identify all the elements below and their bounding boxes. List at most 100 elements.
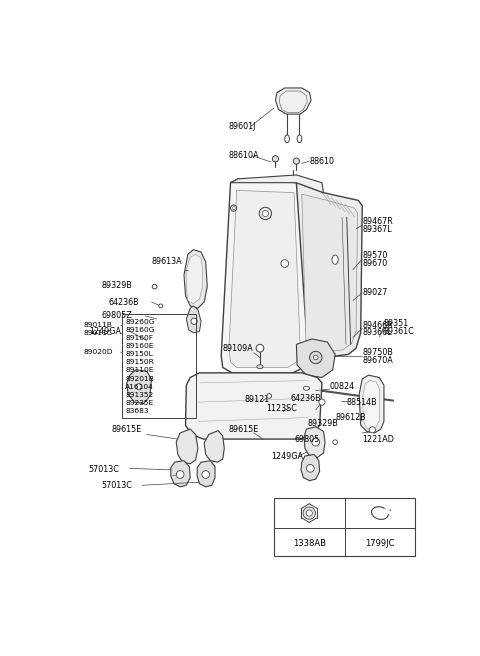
Text: 1249GA: 1249GA xyxy=(271,451,303,461)
Text: 89020D: 89020D xyxy=(83,349,113,355)
Text: 89235E: 89235E xyxy=(125,400,153,406)
Circle shape xyxy=(202,470,210,478)
Text: 89467R: 89467R xyxy=(362,217,393,226)
Text: 89329B: 89329B xyxy=(102,281,133,289)
Polygon shape xyxy=(186,373,322,439)
Text: 89150R: 89150R xyxy=(125,359,154,365)
Text: 1799JC: 1799JC xyxy=(365,539,395,548)
Polygon shape xyxy=(304,427,325,458)
Text: 89366L: 89366L xyxy=(362,328,392,337)
Text: 89670: 89670 xyxy=(362,259,387,268)
Text: 89150L: 89150L xyxy=(125,352,153,358)
Text: 1123SC: 1123SC xyxy=(266,404,297,413)
Text: A16104: A16104 xyxy=(125,384,154,390)
Text: 64236B: 64236B xyxy=(108,298,139,306)
Text: 89011B: 89011B xyxy=(83,322,112,328)
Text: 69805: 69805 xyxy=(294,434,319,443)
Text: 89160E: 89160E xyxy=(125,343,154,349)
Ellipse shape xyxy=(257,365,263,369)
Circle shape xyxy=(176,470,184,478)
Text: 89612B: 89612B xyxy=(336,413,367,422)
Polygon shape xyxy=(229,190,300,367)
Ellipse shape xyxy=(332,255,338,264)
Text: 1338AB: 1338AB xyxy=(293,539,326,548)
Circle shape xyxy=(369,427,375,433)
Text: 64236B: 64236B xyxy=(291,394,322,403)
Circle shape xyxy=(256,344,264,352)
Text: 83683: 83683 xyxy=(125,408,149,414)
Ellipse shape xyxy=(297,135,302,142)
Ellipse shape xyxy=(383,510,389,514)
Polygon shape xyxy=(204,430,224,462)
Text: 69805Z: 69805Z xyxy=(102,312,132,320)
Polygon shape xyxy=(296,182,362,367)
Text: 89109A: 89109A xyxy=(223,344,253,353)
Text: 89601J: 89601J xyxy=(229,122,256,131)
Polygon shape xyxy=(362,380,379,430)
Text: 89027: 89027 xyxy=(362,288,388,297)
Circle shape xyxy=(310,352,322,363)
Circle shape xyxy=(152,284,157,289)
Text: 88514B: 88514B xyxy=(347,398,377,407)
Text: 89110E: 89110E xyxy=(125,367,154,373)
Text: 88610A: 88610A xyxy=(229,152,260,160)
Text: 89570: 89570 xyxy=(362,251,388,260)
Polygon shape xyxy=(279,91,307,113)
Circle shape xyxy=(333,440,337,445)
Circle shape xyxy=(313,355,318,359)
Text: 89361C: 89361C xyxy=(384,327,415,336)
Polygon shape xyxy=(221,179,308,373)
Text: 89201B: 89201B xyxy=(125,375,154,382)
Circle shape xyxy=(230,205,237,211)
Text: 89615E: 89615E xyxy=(111,425,142,434)
Text: 89615E: 89615E xyxy=(229,425,259,434)
Circle shape xyxy=(136,384,142,390)
Bar xyxy=(274,498,415,556)
Text: 1221AD: 1221AD xyxy=(362,434,394,443)
Polygon shape xyxy=(276,88,311,114)
Circle shape xyxy=(306,510,312,516)
Text: 88610: 88610 xyxy=(310,157,335,165)
Text: 89160F: 89160F xyxy=(125,335,153,341)
Circle shape xyxy=(281,260,288,268)
Polygon shape xyxy=(186,255,203,304)
Text: 89466R: 89466R xyxy=(362,321,393,329)
Circle shape xyxy=(262,211,268,216)
Circle shape xyxy=(159,304,163,308)
Circle shape xyxy=(293,158,300,164)
Polygon shape xyxy=(197,461,215,487)
Text: 89613A: 89613A xyxy=(152,257,182,266)
Text: 89670A: 89670A xyxy=(362,356,393,365)
Polygon shape xyxy=(296,339,335,377)
Circle shape xyxy=(306,464,314,472)
Circle shape xyxy=(272,155,278,162)
Text: 57013C: 57013C xyxy=(102,481,133,490)
Ellipse shape xyxy=(303,386,310,390)
Bar xyxy=(122,314,196,417)
Polygon shape xyxy=(301,455,320,481)
Circle shape xyxy=(191,318,197,324)
Text: 89750B: 89750B xyxy=(362,348,393,358)
Text: 89367L: 89367L xyxy=(362,225,392,234)
Polygon shape xyxy=(302,194,358,359)
Polygon shape xyxy=(184,250,207,308)
Text: 89160G: 89160G xyxy=(125,327,155,333)
Text: 00824: 00824 xyxy=(330,382,355,391)
Circle shape xyxy=(312,438,320,446)
Circle shape xyxy=(303,507,315,520)
Text: 57013C: 57013C xyxy=(88,465,119,474)
Polygon shape xyxy=(359,375,384,433)
Polygon shape xyxy=(230,175,324,193)
Text: 89351: 89351 xyxy=(384,319,409,328)
Circle shape xyxy=(232,207,235,210)
Text: 89260G: 89260G xyxy=(125,319,155,325)
Circle shape xyxy=(319,399,325,405)
Polygon shape xyxy=(176,429,198,464)
Circle shape xyxy=(259,207,272,220)
Circle shape xyxy=(267,394,272,398)
Text: 89121: 89121 xyxy=(244,394,270,403)
Text: 891352: 891352 xyxy=(125,392,153,398)
Polygon shape xyxy=(127,370,152,403)
Polygon shape xyxy=(171,461,190,487)
Text: 89329B: 89329B xyxy=(308,419,339,428)
